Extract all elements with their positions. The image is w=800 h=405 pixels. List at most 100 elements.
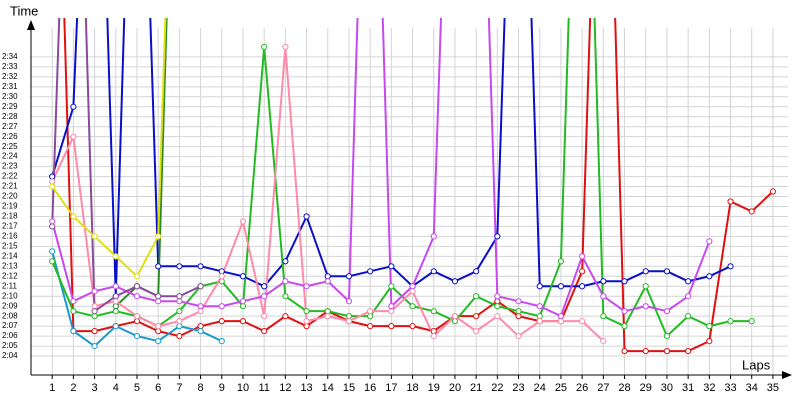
data-point [239, 273, 247, 280]
data-point [282, 313, 289, 320]
x-tick-label: 32 [703, 382, 715, 394]
data-point [367, 268, 374, 275]
data-point [261, 283, 268, 290]
y-tick-label: 2:30 [2, 92, 18, 101]
plot-area [49, 18, 777, 355]
x-tick-label: 18 [406, 382, 418, 394]
y-tick-label: 2:22 [2, 172, 18, 181]
data-point [282, 43, 289, 51]
data-point [112, 293, 119, 300]
y-tick-label: 2:11 [2, 281, 18, 290]
data-point [261, 293, 268, 300]
y-tick-label: 2:32 [2, 72, 18, 81]
data-point [133, 318, 141, 325]
x-tick-label: 6 [155, 382, 161, 394]
data-point [557, 258, 565, 265]
data-point [176, 333, 183, 340]
data-point [473, 293, 480, 300]
data-point [133, 313, 141, 320]
x-tick-label: 20 [449, 382, 461, 394]
data-point [324, 278, 331, 285]
y-tick-label: 2:09 [2, 301, 18, 310]
y-tick-label: 2:23 [2, 162, 18, 171]
data-point [133, 333, 141, 340]
data-point [91, 233, 98, 240]
data-point [324, 308, 331, 315]
data-point [303, 213, 310, 220]
data-point [261, 313, 268, 320]
data-point [176, 298, 183, 305]
y-tick-label: 2:25 [2, 142, 18, 151]
data-point [685, 278, 692, 285]
data-point [324, 273, 331, 280]
data-point [706, 323, 713, 330]
data-point [367, 323, 374, 330]
data-point [685, 347, 692, 355]
x-tick-label: 14 [322, 382, 334, 394]
y-tick-label: 2:24 [2, 152, 18, 161]
x-axis-label: Laps [742, 357, 771, 372]
x-tick-label: 24 [534, 382, 546, 394]
data-point [112, 323, 119, 330]
data-point [685, 313, 692, 320]
data-point [282, 293, 289, 300]
data-point [748, 318, 755, 325]
x-tick-label: 7 [176, 382, 182, 394]
data-point [155, 328, 162, 335]
data-point [769, 188, 777, 195]
y-tick-label: 2:16 [2, 232, 18, 241]
y-tick-label: 2:21 [2, 182, 18, 191]
data-point [218, 303, 225, 310]
y-tick-label: 2:17 [2, 222, 18, 231]
data-point [600, 337, 607, 345]
data-point [70, 308, 77, 315]
data-point [515, 298, 522, 305]
data-point [70, 298, 77, 305]
data-point [515, 308, 522, 315]
y-tick-label: 2:26 [2, 132, 18, 141]
data-point [197, 323, 204, 330]
data-point [663, 268, 671, 275]
data-point [727, 198, 734, 205]
y-tick-label: 2:05 [2, 341, 18, 350]
data-point [303, 323, 310, 330]
data-point [430, 233, 437, 240]
data-point [494, 303, 501, 310]
y-tick-label: 2:07 [2, 321, 18, 330]
data-point [197, 263, 204, 270]
data-point [536, 313, 543, 320]
data-point [303, 283, 310, 290]
data-point [70, 213, 77, 220]
x-tick-label: 11 [258, 382, 269, 394]
data-point [197, 303, 204, 310]
data-point [642, 303, 649, 310]
y-tick-label: 2:10 [2, 291, 18, 300]
data-point [451, 313, 459, 320]
data-point [218, 318, 225, 325]
data-point [388, 308, 395, 315]
data-point [706, 337, 713, 345]
data-point [642, 347, 649, 355]
data-point [155, 323, 162, 330]
x-tick-label: 27 [597, 382, 609, 394]
data-point [663, 347, 671, 355]
data-point [557, 318, 565, 325]
x-tick-label: 10 [237, 382, 249, 394]
x-tick-label: 2 [70, 382, 76, 394]
data-point [409, 323, 416, 330]
y-tick-label: 2:31 [2, 82, 18, 91]
data-point [49, 183, 56, 190]
x-axis-arrow [782, 371, 792, 379]
data-point [451, 318, 459, 325]
data-point [155, 293, 162, 300]
data-point [197, 308, 204, 315]
data-point [621, 308, 628, 315]
data-point [218, 273, 225, 280]
data-point [155, 337, 162, 345]
x-tick-label: 9 [219, 382, 225, 394]
data-point [218, 337, 225, 345]
data-point [642, 283, 649, 290]
data-point [473, 328, 480, 335]
x-tick-label: 25 [555, 382, 567, 394]
